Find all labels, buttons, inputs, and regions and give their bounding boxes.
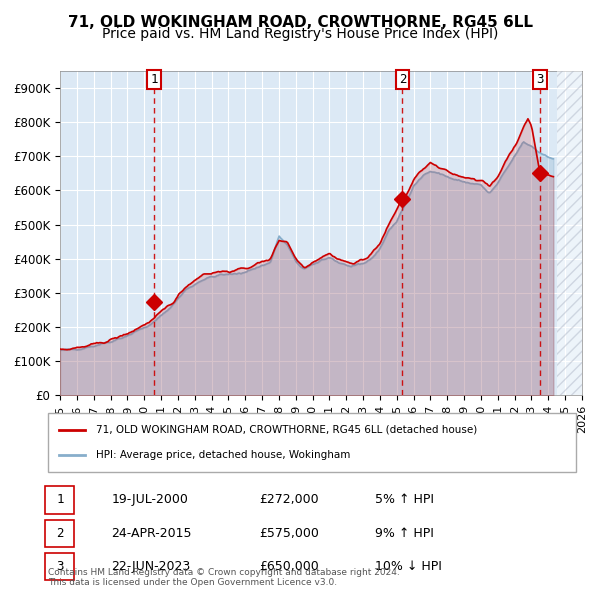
Text: 9% ↑ HPI: 9% ↑ HPI xyxy=(376,526,434,540)
FancyBboxPatch shape xyxy=(46,553,74,580)
Text: 3: 3 xyxy=(536,73,544,86)
Text: £272,000: £272,000 xyxy=(259,493,319,506)
Text: £650,000: £650,000 xyxy=(259,560,319,573)
Text: 1: 1 xyxy=(56,493,64,506)
Text: £575,000: £575,000 xyxy=(259,526,319,540)
FancyBboxPatch shape xyxy=(46,486,74,513)
Text: 19-JUL-2000: 19-JUL-2000 xyxy=(112,493,188,506)
Text: 2: 2 xyxy=(56,526,64,540)
FancyBboxPatch shape xyxy=(46,520,74,546)
Text: 5% ↑ HPI: 5% ↑ HPI xyxy=(376,493,434,506)
Text: 3: 3 xyxy=(56,560,64,573)
Text: Contains HM Land Registry data © Crown copyright and database right 2024.
This d: Contains HM Land Registry data © Crown c… xyxy=(48,568,400,587)
Text: 71, OLD WOKINGHAM ROAD, CROWTHORNE, RG45 6LL: 71, OLD WOKINGHAM ROAD, CROWTHORNE, RG45… xyxy=(67,15,533,30)
FancyBboxPatch shape xyxy=(48,413,576,472)
Text: 10% ↓ HPI: 10% ↓ HPI xyxy=(376,560,442,573)
Text: 1: 1 xyxy=(150,73,158,86)
Text: 2: 2 xyxy=(398,73,406,86)
Text: HPI: Average price, detached house, Wokingham: HPI: Average price, detached house, Woki… xyxy=(95,451,350,460)
Text: 71, OLD WOKINGHAM ROAD, CROWTHORNE, RG45 6LL (detached house): 71, OLD WOKINGHAM ROAD, CROWTHORNE, RG45… xyxy=(95,425,477,434)
Text: 24-APR-2015: 24-APR-2015 xyxy=(112,526,192,540)
Text: Price paid vs. HM Land Registry's House Price Index (HPI): Price paid vs. HM Land Registry's House … xyxy=(102,27,498,41)
Text: 22-JUN-2023: 22-JUN-2023 xyxy=(112,560,191,573)
Bar xyxy=(557,71,582,395)
